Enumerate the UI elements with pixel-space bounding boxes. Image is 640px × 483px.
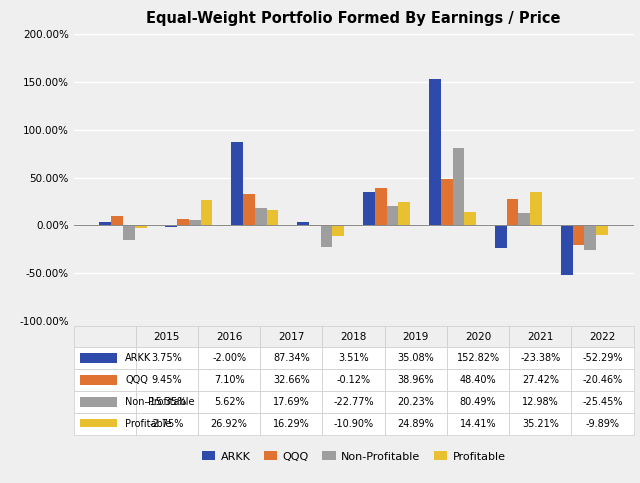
Bar	[165, 226, 177, 227]
Legend: ARKK, QQQ, Non-Profitable, Profitable: ARKK, QQQ, Non-Profitable, Profitable	[197, 447, 510, 466]
Bar	[111, 216, 123, 226]
FancyBboxPatch shape	[80, 375, 117, 385]
FancyBboxPatch shape	[80, 354, 117, 363]
FancyBboxPatch shape	[80, 419, 117, 429]
Bar	[333, 226, 344, 236]
Bar	[374, 188, 387, 226]
Bar	[266, 210, 278, 226]
Bar	[518, 213, 531, 226]
Bar	[429, 79, 441, 226]
Bar	[561, 226, 573, 275]
Text: ARKK: ARKK	[125, 354, 152, 363]
Bar	[363, 192, 374, 226]
Title: Equal-Weight Portfolio Formed By Earnings / Price: Equal-Weight Portfolio Formed By Earning…	[147, 11, 561, 26]
Bar	[177, 219, 189, 226]
Bar	[321, 226, 333, 247]
Bar	[255, 209, 266, 226]
Bar	[200, 199, 212, 226]
Text: Profitable: Profitable	[125, 419, 172, 429]
Bar	[231, 142, 243, 226]
Bar	[495, 226, 507, 248]
Bar	[573, 226, 584, 245]
Bar	[134, 226, 147, 228]
Text: Non-Profitable: Non-Profitable	[125, 397, 195, 407]
Bar	[99, 222, 111, 226]
Bar	[297, 222, 308, 226]
Bar	[189, 220, 200, 226]
Bar	[584, 226, 596, 250]
Bar	[123, 226, 134, 240]
Bar	[507, 199, 518, 226]
FancyBboxPatch shape	[80, 397, 117, 407]
Bar	[452, 148, 465, 226]
Bar	[596, 226, 608, 235]
Text: QQQ: QQQ	[125, 375, 148, 385]
Bar	[399, 201, 410, 226]
Bar	[243, 194, 255, 226]
Bar	[387, 206, 399, 226]
Bar	[531, 192, 542, 226]
Bar	[441, 179, 452, 226]
Bar	[465, 212, 476, 226]
